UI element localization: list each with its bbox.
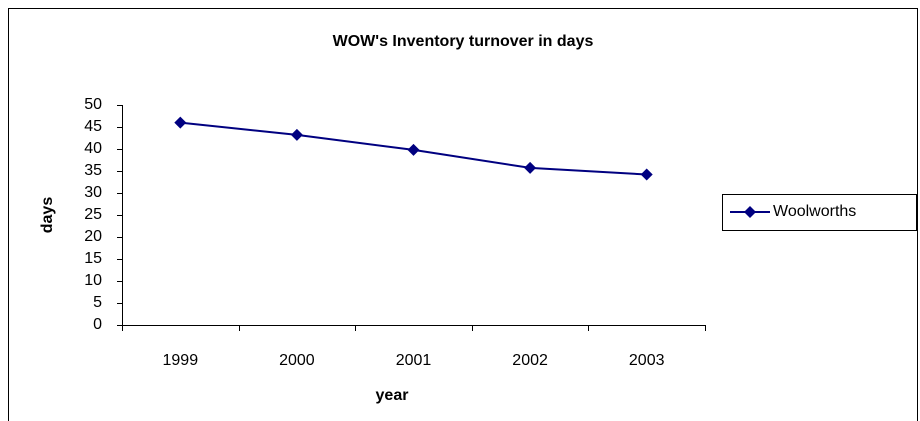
- y-tick-label: 45: [84, 118, 102, 135]
- y-tick-label: 0: [93, 316, 102, 333]
- x-tick-label: 2003: [629, 352, 665, 369]
- legend-box: [722, 194, 917, 231]
- point-marker: [174, 116, 187, 129]
- point-marker: [407, 143, 420, 156]
- y-axis-label: days: [39, 197, 56, 234]
- y-tick-label: 30: [84, 184, 102, 201]
- y-tick-label: 50: [84, 96, 102, 113]
- legend-label: Woolworths: [773, 203, 856, 220]
- x-tick-label: 1999: [163, 352, 199, 369]
- x-tick-label: 2001: [396, 352, 432, 369]
- chart-title: WOW's Inventory turnover in days: [333, 33, 594, 50]
- y-tick-label: 35: [84, 162, 102, 179]
- legend-marker: [744, 206, 756, 218]
- x-axis-label: year: [376, 387, 409, 404]
- point-marker: [290, 128, 303, 141]
- y-tick-label: 15: [84, 250, 102, 267]
- x-tick-label: 2002: [512, 352, 548, 369]
- y-tick-label: 5: [93, 294, 102, 311]
- y-tick-label: 20: [84, 228, 102, 245]
- y-tick-label: 40: [84, 140, 102, 157]
- chart-border: [8, 8, 918, 421]
- y-tick-label: 25: [84, 206, 102, 223]
- x-tick-label: 2000: [279, 352, 315, 369]
- point-marker: [524, 161, 537, 174]
- y-tick-label: 10: [84, 272, 102, 289]
- point-marker: [640, 168, 653, 181]
